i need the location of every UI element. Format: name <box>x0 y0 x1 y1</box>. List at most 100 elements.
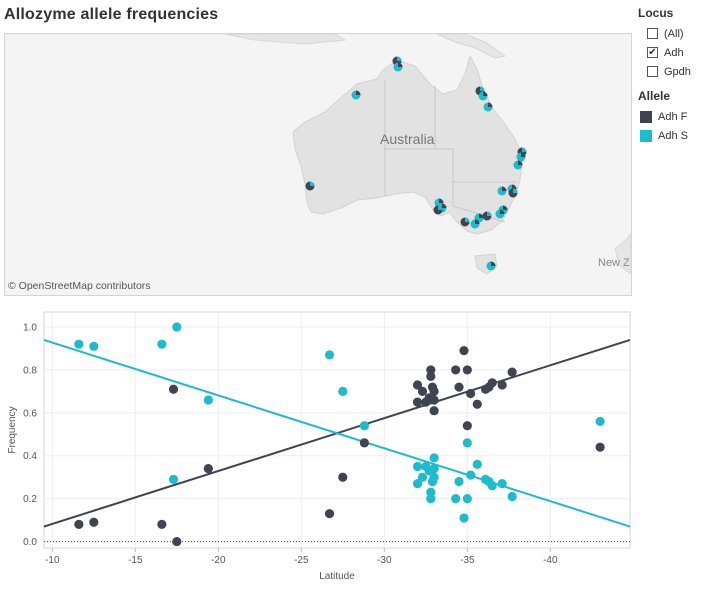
allele-item-adh-s[interactable]: Adh S <box>638 126 711 145</box>
locus-option-adh[interactable]: ✔ Adh <box>638 43 711 62</box>
marker-slice <box>500 209 505 214</box>
data-point[interactable] <box>157 339 167 349</box>
data-point[interactable] <box>74 519 84 529</box>
data-point[interactable] <box>472 399 482 409</box>
data-point[interactable] <box>462 421 472 431</box>
data-point[interactable] <box>454 476 464 487</box>
map-marker[interactable] <box>351 90 361 100</box>
data-point[interactable] <box>462 494 472 504</box>
data-point[interactable] <box>462 365 472 375</box>
checkbox-icon[interactable] <box>647 66 658 77</box>
legend-panel: Locus (All) ✔ Adh Gpdh Allele Adh F Adh … <box>638 6 711 145</box>
data-point[interactable] <box>487 481 497 491</box>
data-point[interactable] <box>412 397 423 407</box>
map-marker[interactable] <box>460 217 470 227</box>
map-marker[interactable] <box>486 261 496 271</box>
data-point[interactable] <box>417 472 428 482</box>
data-point[interactable] <box>466 470 476 480</box>
data-point[interactable] <box>429 472 439 482</box>
data-point[interactable] <box>424 466 434 476</box>
data-point[interactable] <box>497 380 507 390</box>
checkbox-icon[interactable] <box>647 28 658 39</box>
data-point[interactable] <box>497 479 507 489</box>
x-tick-label: -40 <box>543 555 558 566</box>
data-point[interactable] <box>472 459 482 469</box>
data-point[interactable] <box>429 406 439 416</box>
neighbor-label: New Z <box>598 257 630 269</box>
data-point[interactable] <box>324 350 335 360</box>
map-marker[interactable] <box>513 160 523 170</box>
data-point[interactable] <box>172 536 182 547</box>
data-point[interactable] <box>338 472 348 482</box>
data-point[interactable] <box>157 519 167 529</box>
data-point[interactable] <box>359 438 369 448</box>
locus-option-gpdh[interactable]: Gpdh <box>638 62 711 81</box>
color-swatch-icon <box>640 129 652 142</box>
data-point[interactable] <box>426 365 436 375</box>
indonesia-coast <box>224 34 347 45</box>
marker-slice <box>522 147 527 152</box>
data-point[interactable] <box>203 464 213 474</box>
data-point[interactable] <box>454 382 464 392</box>
data-point[interactable] <box>89 341 99 351</box>
data-point[interactable] <box>74 339 84 349</box>
marker-slice <box>512 184 517 189</box>
map-marker[interactable] <box>483 102 493 112</box>
marker-slice <box>513 188 518 193</box>
data-point[interactable] <box>507 367 517 377</box>
allele-item-adh-f[interactable]: Adh F <box>638 107 711 126</box>
locus-title: Locus <box>638 6 674 20</box>
data-point[interactable] <box>168 384 179 394</box>
map-marker[interactable] <box>508 188 518 198</box>
map-marker[interactable] <box>495 209 505 219</box>
data-point[interactable] <box>172 322 182 332</box>
data-point[interactable] <box>412 479 423 489</box>
marker-slice <box>487 211 492 216</box>
marker-slice <box>480 86 485 91</box>
data-points <box>74 322 605 547</box>
map-view[interactable]: Australia New Z © OpenStreetMap contribu… <box>4 33 632 296</box>
data-point[interactable] <box>89 517 99 527</box>
locus-option-all[interactable]: (All) <box>638 24 711 43</box>
data-point[interactable] <box>595 442 605 452</box>
map-marker[interactable] <box>482 211 492 221</box>
data-point[interactable] <box>595 416 605 427</box>
map-marker[interactable] <box>470 219 480 229</box>
marker-slice <box>518 160 523 165</box>
data-point[interactable] <box>426 487 436 497</box>
map-marker[interactable] <box>478 91 488 101</box>
data-point[interactable] <box>451 365 461 375</box>
data-point[interactable] <box>203 395 213 405</box>
data-point[interactable] <box>426 371 436 381</box>
data-point[interactable] <box>487 378 497 388</box>
gridlines <box>44 312 630 552</box>
map-marker[interactable] <box>497 186 507 196</box>
data-point[interactable] <box>338 386 348 396</box>
map-marker[interactable] <box>433 205 443 215</box>
data-point[interactable] <box>324 509 335 519</box>
data-point[interactable] <box>451 494 461 504</box>
marker-slice <box>503 205 508 210</box>
data-point[interactable] <box>417 386 428 396</box>
data-point[interactable] <box>462 438 472 448</box>
data-point[interactable] <box>412 380 423 390</box>
checkbox-checked-icon[interactable]: ✔ <box>647 46 658 58</box>
data-point[interactable] <box>426 494 436 504</box>
map-marker[interactable] <box>516 152 526 162</box>
data-point[interactable] <box>429 386 439 396</box>
data-point[interactable] <box>466 388 476 399</box>
map-marker[interactable] <box>305 181 315 191</box>
data-point[interactable] <box>412 461 423 472</box>
data-point[interactable] <box>429 453 439 463</box>
trend-lines <box>43 338 631 528</box>
data-point[interactable] <box>359 421 369 431</box>
data-point[interactable] <box>459 346 469 356</box>
data-point[interactable] <box>507 491 517 502</box>
data-point[interactable] <box>459 513 469 523</box>
y-tick-label: 1.0 <box>23 323 37 334</box>
data-point[interactable] <box>168 474 179 484</box>
marker-slice <box>398 62 403 67</box>
marker-slice <box>521 152 526 157</box>
map-marker[interactable] <box>393 62 403 72</box>
data-point[interactable] <box>424 393 434 403</box>
